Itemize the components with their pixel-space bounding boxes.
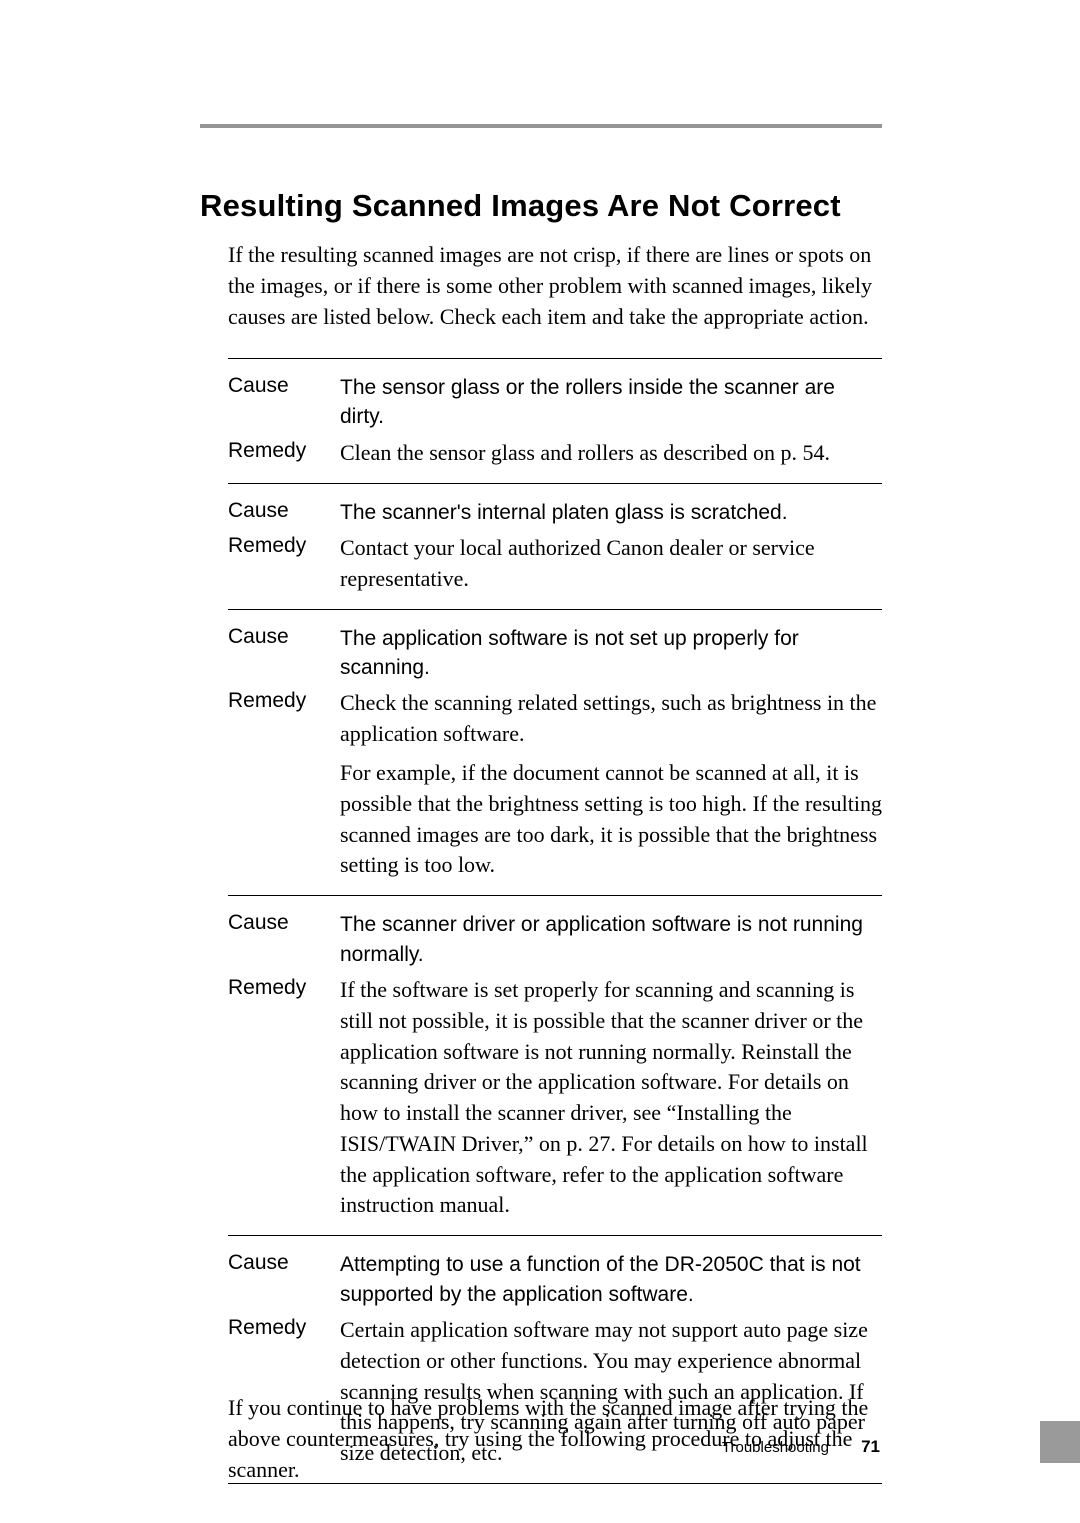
side-tab <box>1040 1421 1080 1463</box>
page-footer: Troubleshooting 71 <box>722 1437 880 1457</box>
remedy-text: If the software is set properly for scan… <box>340 975 882 1221</box>
cause-row: Cause The application software is not se… <box>228 624 882 683</box>
remedy-label: Remedy <box>228 1315 340 1340</box>
cause-label: Cause <box>228 498 340 523</box>
cause-row: Cause Attempting to use a function of th… <box>228 1250 882 1309</box>
remedy-text: Contact your local authorized Canon deal… <box>340 533 882 595</box>
top-rule <box>200 124 882 128</box>
cause-remedy-group: Cause The sensor glass or the rollers in… <box>228 358 882 483</box>
remedy-paragraph: Clean the sensor glass and rollers as de… <box>340 438 882 469</box>
cause-remedy-table: Cause The sensor glass or the rollers in… <box>228 358 882 1484</box>
remedy-paragraph: Contact your local authorized Canon deal… <box>340 533 882 595</box>
remedy-label: Remedy <box>228 438 340 463</box>
remedy-row: Remedy Contact your local authorized Can… <box>228 533 882 595</box>
remedy-paragraph: For example, if the document cannot be s… <box>340 758 882 881</box>
remedy-label: Remedy <box>228 975 340 1000</box>
cause-text: The scanner's internal platen glass is s… <box>340 498 882 527</box>
remedy-row: Remedy Clean the sensor glass and roller… <box>228 438 882 469</box>
remedy-label: Remedy <box>228 688 340 713</box>
cause-row: Cause The sensor glass or the rollers in… <box>228 373 882 432</box>
cause-label: Cause <box>228 910 340 935</box>
cause-text: The scanner driver or application softwa… <box>340 910 882 969</box>
remedy-text: Check the scanning related settings, suc… <box>340 688 882 881</box>
cause-remedy-group: Cause The scanner driver or application … <box>228 895 882 1235</box>
footer-section-name: Troubleshooting <box>722 1439 829 1456</box>
cause-label: Cause <box>228 624 340 649</box>
cause-text: Attempting to use a function of the DR-2… <box>340 1250 882 1309</box>
page: Resulting Scanned Images Are Not Correct… <box>0 0 1080 1523</box>
section-heading: Resulting Scanned Images Are Not Correct <box>200 188 841 224</box>
footer-page-number: 71 <box>861 1437 880 1456</box>
remedy-row: Remedy Check the scanning related settin… <box>228 688 882 881</box>
remedy-row: Remedy If the software is set properly f… <box>228 975 882 1221</box>
remedy-paragraph: Check the scanning related settings, suc… <box>340 688 882 750</box>
cause-text: The sensor glass or the rollers inside t… <box>340 373 882 432</box>
cause-label: Cause <box>228 1250 340 1275</box>
remedy-text: Clean the sensor glass and rollers as de… <box>340 438 882 469</box>
cause-remedy-group: Cause The application software is not se… <box>228 609 882 896</box>
remedy-paragraph: If the software is set properly for scan… <box>340 975 882 1221</box>
cause-row: Cause The scanner's internal platen glas… <box>228 498 882 527</box>
intro-paragraph: If the resulting scanned images are not … <box>228 240 882 332</box>
cause-text: The application software is not set up p… <box>340 624 882 683</box>
cause-row: Cause The scanner driver or application … <box>228 910 882 969</box>
remedy-label: Remedy <box>228 533 340 558</box>
cause-remedy-group: Cause The scanner's internal platen glas… <box>228 483 882 609</box>
cause-label: Cause <box>228 373 340 398</box>
